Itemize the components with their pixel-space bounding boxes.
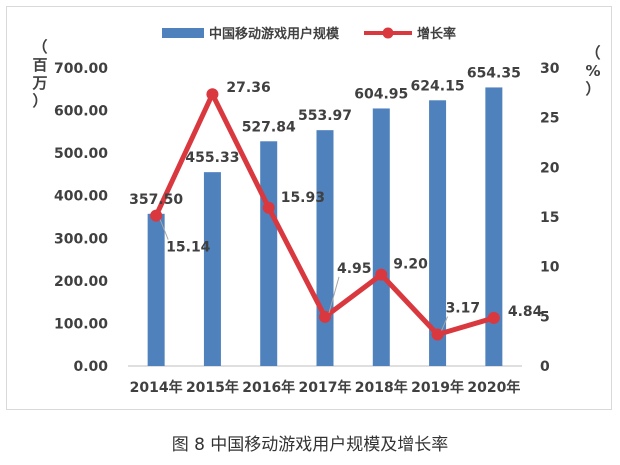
bar-value-label: 357.50 — [129, 192, 183, 208]
x-axis-tick-label: 2020年 — [467, 379, 520, 396]
left-axis-tick-label: 100.00 — [54, 316, 108, 332]
left-axis-unit-char: 百 — [32, 56, 47, 74]
right-axis-tick-label: 25 — [540, 111, 559, 127]
legend-line-marker — [382, 27, 394, 39]
bar-value-label: 624.15 — [411, 78, 465, 94]
bar-value-label: 553.97 — [298, 108, 352, 124]
right-axis-tick-label: 5 — [540, 309, 550, 325]
left-axis-tick-label: 0.00 — [73, 359, 108, 375]
left-axis-tick-label: 600.00 — [54, 104, 108, 120]
right-axis-tick-label: 10 — [540, 260, 560, 276]
line-label-leader — [159, 219, 169, 240]
line-value-label: 15.14 — [166, 240, 211, 256]
combo-chart: 中国移动游戏用户规模 增长率（百万）（%）0.00100.00200.00300.… — [31, 26, 600, 396]
line-point — [319, 310, 331, 323]
bar-value-label: 654.35 — [467, 65, 521, 81]
x-axis-tick-label: 2016年 — [242, 379, 295, 396]
line-value-label: 9.20 — [393, 257, 428, 273]
left-axis-tick-label: 400.00 — [54, 189, 108, 205]
x-axis-tick-label: 2014年 — [130, 379, 183, 396]
x-axis-tick-label: 2019年 — [411, 379, 464, 396]
right-axis-unit-char: % — [585, 62, 600, 80]
line-point — [262, 201, 275, 214]
x-axis-tick-label: 2015年 — [186, 379, 239, 396]
x-axis-tick-label: 2018年 — [355, 379, 408, 396]
legend-bar-label: 中国移动游戏用户规模 — [209, 26, 340, 42]
chart-frame — [6, 6, 612, 410]
bar — [429, 100, 447, 366]
line-value-label: 15.93 — [281, 190, 325, 206]
bar — [316, 130, 334, 366]
line-point — [150, 209, 163, 222]
legend-line-label: 增长率 — [417, 26, 456, 42]
bar — [147, 213, 165, 366]
left-axis-tick-label: 500.00 — [54, 146, 108, 162]
legend-bar-swatch — [162, 28, 204, 38]
right-axis-unit-char: ） — [585, 80, 600, 98]
line-point — [206, 88, 219, 101]
left-axis-unit-char: 万 — [31, 74, 47, 92]
line-value-label: 3.17 — [446, 301, 481, 317]
right-axis-tick-label: 20 — [540, 160, 560, 176]
bar-value-label: 455.33 — [185, 150, 239, 166]
line-label-leader — [328, 276, 340, 313]
bar — [372, 108, 390, 366]
right-axis-tick-label: 15 — [540, 210, 559, 226]
figure-caption: 图 8 中国移动游戏用户规模及增长率 — [171, 435, 449, 455]
left-axis-unit-char: ） — [32, 92, 47, 110]
bar — [260, 141, 278, 366]
bar — [485, 87, 503, 366]
line-value-label: 4.84 — [508, 304, 543, 320]
bar — [203, 172, 221, 366]
line-label-leader — [441, 316, 449, 331]
line-point — [487, 311, 500, 324]
bar-value-label: 527.84 — [242, 119, 296, 135]
right-axis-unit-char: （ — [585, 44, 600, 62]
left-axis-unit-char: （ — [32, 38, 47, 56]
right-axis-tick-label: 30 — [540, 61, 560, 77]
line-value-label: 27.36 — [226, 80, 270, 96]
right-axis-tick-label: 0 — [540, 359, 550, 375]
left-axis-tick-label: 200.00 — [54, 274, 108, 290]
line-point — [375, 268, 388, 281]
left-axis-tick-label: 300.00 — [54, 231, 108, 247]
line-point — [431, 328, 444, 341]
bar-value-label: 604.95 — [354, 86, 408, 102]
line-value-label: 4.95 — [337, 261, 372, 277]
left-axis-tick-label: 700.00 — [54, 61, 108, 77]
x-axis-tick-label: 2017年 — [299, 379, 352, 396]
